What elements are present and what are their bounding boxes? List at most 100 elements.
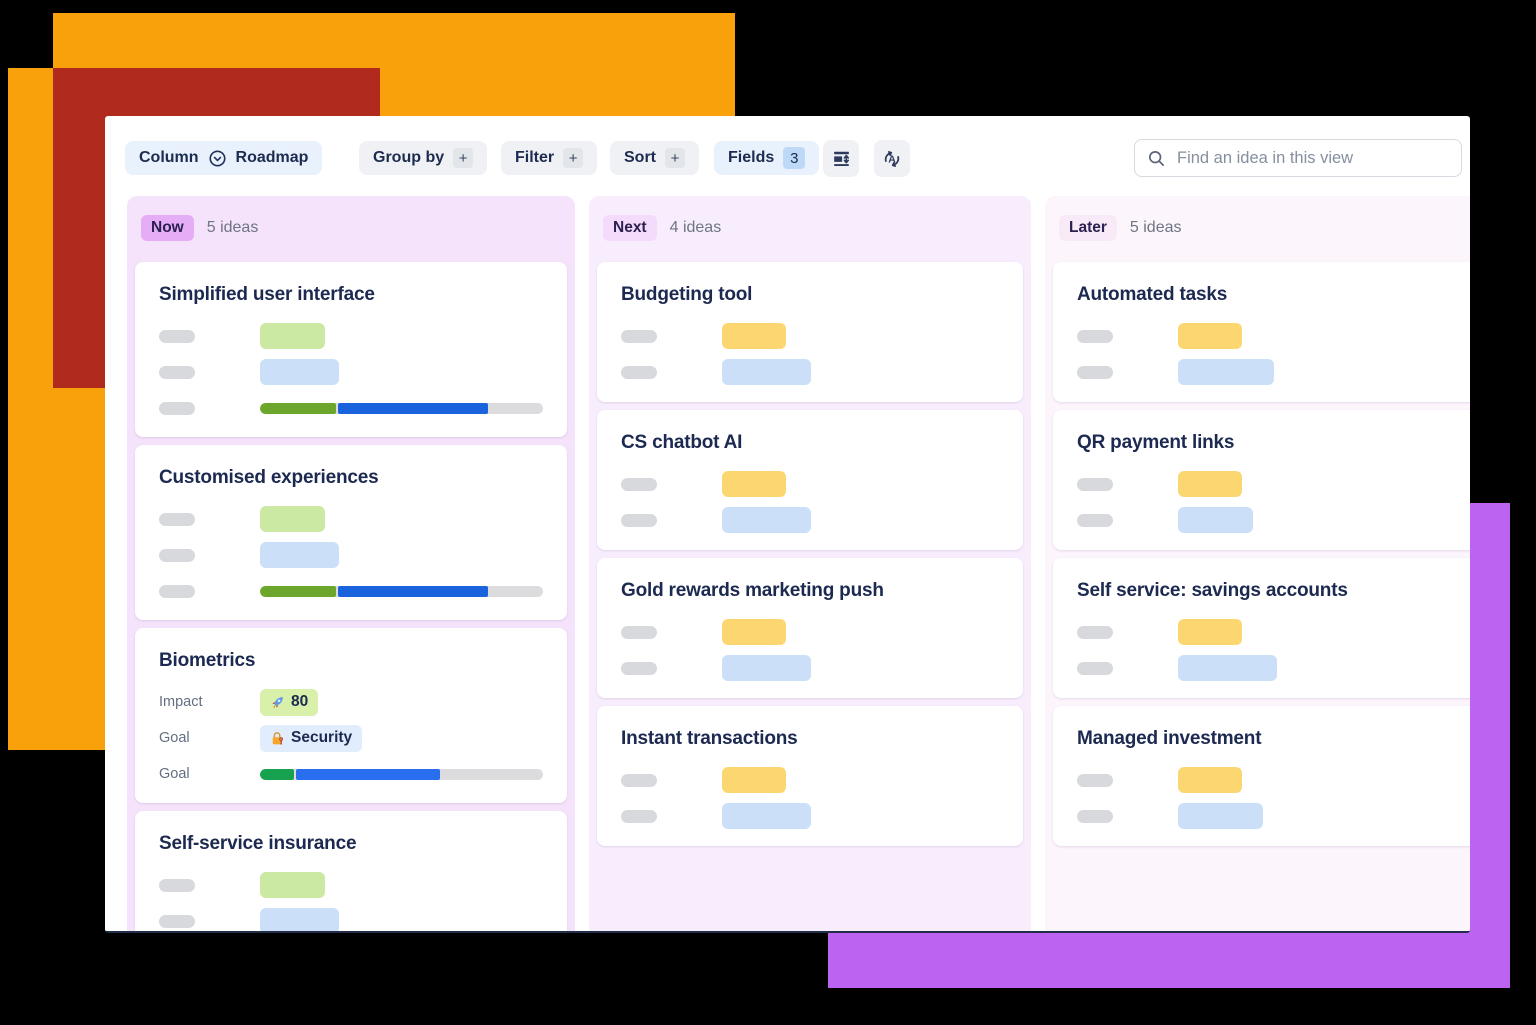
plus-icon: + bbox=[665, 148, 685, 168]
idea-card[interactable]: Customised experiences bbox=[135, 445, 567, 620]
progress-segment bbox=[338, 585, 489, 597]
group-by-label: Group by bbox=[373, 149, 445, 166]
field-value-skeleton bbox=[260, 542, 339, 568]
field-value-skeleton bbox=[260, 506, 325, 532]
field-value-pill: 80 bbox=[260, 688, 319, 716]
row-height-button[interactable] bbox=[823, 140, 859, 177]
fields-button[interactable]: Fields 3 bbox=[714, 141, 820, 175]
idea-card[interactable]: Automated tasks bbox=[1053, 262, 1470, 402]
field-label-skeleton bbox=[1077, 365, 1113, 379]
column-view-selector[interactable]: Column Roadmap bbox=[125, 141, 323, 175]
idea-card-fields bbox=[621, 466, 999, 538]
roadmap-board: Now 5 ideas Simplified user interface Custo… bbox=[127, 196, 1470, 931]
search-input[interactable] bbox=[1175, 147, 1449, 169]
idea-card[interactable]: Instant transactions bbox=[597, 706, 1023, 846]
board-column-next: Next 4 ideas Budgeting tool CS chatbot AI Go… bbox=[589, 196, 1031, 931]
field-label-skeleton bbox=[621, 773, 657, 787]
idea-field-row bbox=[1077, 466, 1470, 502]
field-value-skeleton bbox=[722, 507, 811, 533]
field-value-skeleton bbox=[722, 655, 811, 681]
progress-segment bbox=[338, 402, 489, 414]
column-header: Next 4 ideas bbox=[589, 196, 1031, 241]
field-label-skeleton bbox=[1077, 625, 1113, 639]
rocket-icon bbox=[270, 695, 285, 710]
idea-card-fields bbox=[1077, 762, 1470, 834]
field-label-skeleton bbox=[1077, 661, 1113, 675]
field-value-skeleton bbox=[722, 767, 786, 793]
column-status-badge: Later bbox=[1059, 215, 1117, 241]
field-value-skeleton bbox=[260, 323, 325, 349]
idea-card[interactable]: Managed investment bbox=[1053, 706, 1470, 846]
idea-card-fields: Impact 80 Goal Security Goal bbox=[159, 684, 543, 792]
field-label: Goal bbox=[159, 766, 190, 782]
field-label-skeleton bbox=[621, 513, 657, 527]
column-status-badge: Now bbox=[141, 215, 194, 241]
field-value-skeleton bbox=[722, 619, 786, 645]
chevron-down-circle-icon bbox=[208, 149, 227, 168]
idea-card[interactable]: Gold rewards marketing push bbox=[597, 558, 1023, 698]
idea-card[interactable]: Budgeting tool bbox=[597, 262, 1023, 402]
progress-segment bbox=[260, 402, 337, 414]
idea-field-row bbox=[621, 762, 999, 798]
field-label-skeleton bbox=[1077, 513, 1113, 527]
idea-card[interactable]: QR payment links bbox=[1053, 410, 1470, 550]
idea-card-fields bbox=[621, 614, 999, 686]
idea-field-row bbox=[621, 466, 999, 502]
field-value-skeleton bbox=[260, 872, 325, 898]
progress-segment bbox=[260, 585, 337, 597]
fields-count-badge: 3 bbox=[783, 147, 806, 169]
search-icon bbox=[1147, 149, 1166, 168]
field-value-skeleton bbox=[1178, 655, 1277, 681]
idea-field-row bbox=[621, 614, 999, 650]
idea-card[interactable]: Biometrics Impact 80 Goal Security Goal bbox=[135, 628, 567, 803]
idea-field-row: Goal bbox=[159, 756, 543, 792]
idea-card-fields bbox=[159, 867, 543, 931]
idea-card[interactable]: Self service: savings accounts bbox=[1053, 558, 1470, 698]
column-status-badge: Next bbox=[603, 215, 657, 241]
column-idea-count: 5 ideas bbox=[206, 219, 259, 236]
idea-field-row bbox=[621, 354, 999, 390]
filter-label: Filter bbox=[515, 149, 555, 166]
field-label-skeleton bbox=[159, 878, 195, 892]
field-label-skeleton bbox=[159, 401, 195, 415]
sort-alphabetical-button[interactable]: A bbox=[874, 140, 910, 177]
lock-icon bbox=[270, 731, 285, 746]
sort-button[interactable]: Sort + bbox=[610, 141, 699, 175]
idea-card-title: CS chatbot AI bbox=[621, 432, 743, 453]
idea-field-row bbox=[159, 354, 543, 390]
idea-card[interactable]: Self-service insurance bbox=[135, 811, 567, 931]
field-value-skeleton bbox=[1178, 359, 1274, 385]
idea-card-title: Automated tasks bbox=[1077, 284, 1228, 305]
idea-field-row bbox=[159, 501, 543, 537]
group-by-button[interactable]: Group by + bbox=[359, 141, 488, 175]
idea-card[interactable]: Simplified user interface bbox=[135, 262, 567, 437]
sort-label: Sort bbox=[624, 149, 656, 166]
filter-button[interactable]: Filter + bbox=[501, 141, 598, 175]
idea-field-row bbox=[1077, 762, 1470, 798]
row-height-icon bbox=[831, 148, 852, 169]
sort-az-icon: A bbox=[881, 148, 903, 170]
idea-card-fields bbox=[159, 501, 543, 609]
field-label-skeleton bbox=[1077, 773, 1113, 787]
idea-card-title: Customised experiences bbox=[159, 467, 379, 488]
svg-text:A: A bbox=[888, 154, 896, 165]
field-value-skeleton bbox=[1178, 619, 1242, 645]
field-value-skeleton bbox=[1178, 767, 1242, 793]
field-label-skeleton bbox=[621, 365, 657, 379]
idea-card-fields bbox=[1077, 466, 1470, 538]
idea-card-fields bbox=[159, 318, 543, 426]
field-value-skeleton bbox=[722, 359, 811, 385]
field-label-skeleton bbox=[159, 914, 195, 928]
idea-field-row bbox=[621, 798, 999, 834]
idea-field-row bbox=[1077, 614, 1470, 650]
column-header: Now 5 ideas bbox=[127, 196, 575, 241]
field-value-skeleton bbox=[260, 908, 339, 931]
idea-field-row: Impact 80 bbox=[159, 684, 543, 720]
board-column-later: Later 5 ideas Automated tasks QR payment li… bbox=[1045, 196, 1470, 931]
plus-icon: + bbox=[453, 148, 474, 168]
field-label-skeleton bbox=[621, 661, 657, 675]
idea-card[interactable]: CS chatbot AI bbox=[597, 410, 1023, 550]
field-value-skeleton bbox=[722, 323, 786, 349]
search-box[interactable] bbox=[1134, 139, 1462, 177]
field-label-skeleton bbox=[1077, 477, 1113, 491]
